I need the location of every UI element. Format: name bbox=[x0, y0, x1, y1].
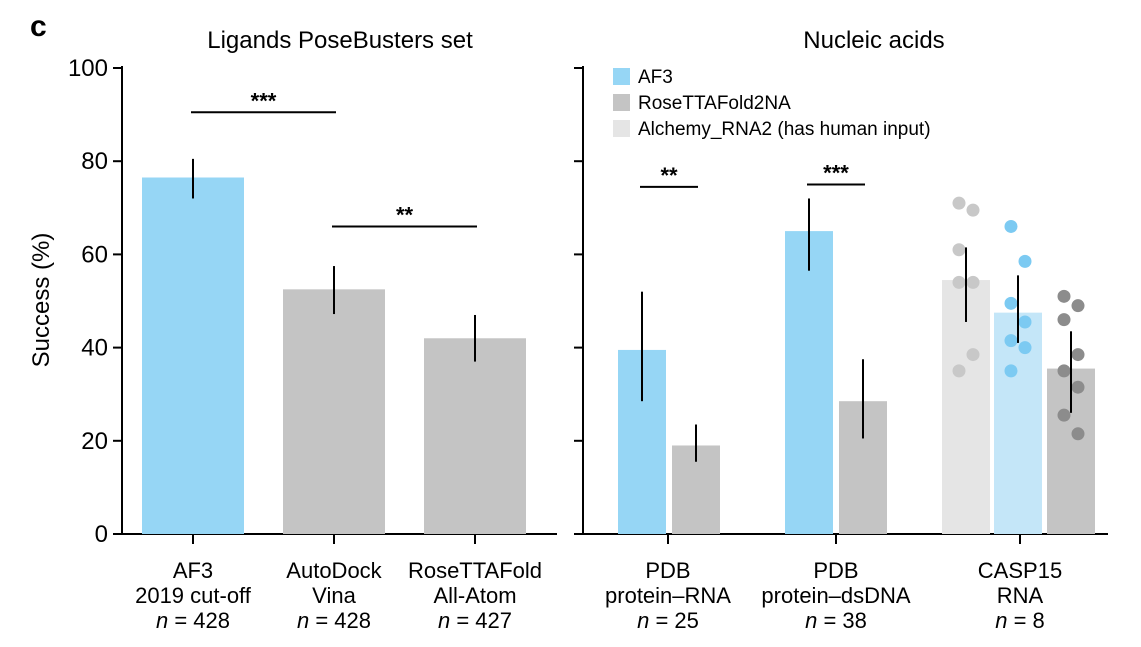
x-tick-label: RoseTTAFold bbox=[408, 558, 542, 583]
y-tick-label: 0 bbox=[95, 521, 108, 548]
x-tick-label: PDB bbox=[813, 558, 858, 583]
bar bbox=[785, 231, 833, 534]
x-tick-label: AF3 bbox=[173, 558, 213, 583]
x-tick-label: All-Atom bbox=[433, 583, 516, 608]
data-point bbox=[952, 243, 966, 257]
data-point bbox=[952, 364, 966, 378]
data-point bbox=[1004, 364, 1018, 378]
significance-label: ** bbox=[660, 163, 678, 188]
data-point bbox=[952, 196, 966, 210]
data-point bbox=[1004, 296, 1018, 310]
sample-size-label: n = 428 bbox=[297, 608, 371, 633]
sample-size-label: n = 8 bbox=[995, 608, 1045, 633]
significance-label: *** bbox=[823, 161, 849, 186]
legend-swatch bbox=[613, 120, 630, 137]
bar bbox=[424, 338, 526, 534]
legend-swatch bbox=[613, 68, 630, 85]
bar bbox=[994, 312, 1042, 534]
data-point bbox=[1071, 427, 1085, 441]
data-point bbox=[1057, 408, 1071, 422]
data-point bbox=[1057, 289, 1071, 303]
x-tick-label: PDB bbox=[645, 558, 690, 583]
sample-size-label: n = 25 bbox=[637, 608, 699, 633]
bar bbox=[942, 280, 990, 534]
x-tick-label: protein–dsDNA bbox=[761, 583, 911, 608]
y-tick-label: 80 bbox=[81, 148, 108, 175]
y-tick-label: 20 bbox=[81, 428, 108, 455]
data-point bbox=[1057, 364, 1071, 378]
y-tick-label: 40 bbox=[81, 335, 108, 362]
legend-swatch bbox=[613, 94, 630, 111]
significance-label: *** bbox=[251, 88, 277, 113]
x-tick-label: CASP15 bbox=[978, 558, 1062, 583]
data-point bbox=[1071, 299, 1085, 313]
data-point bbox=[1004, 219, 1018, 233]
sample-size-label: n = 427 bbox=[438, 608, 512, 633]
data-point bbox=[1018, 254, 1032, 268]
legend-label: RoseTTAFold2NA bbox=[638, 93, 791, 114]
bar bbox=[142, 177, 244, 534]
panel-label: c bbox=[30, 10, 47, 43]
sample-size-label: n = 428 bbox=[156, 608, 230, 633]
data-point bbox=[1004, 334, 1018, 348]
nucleic-chart-title: Nucleic acids bbox=[803, 27, 944, 54]
x-tick-label: 2019 cut-off bbox=[135, 583, 252, 608]
x-tick-label: AutoDock bbox=[286, 558, 382, 583]
data-point bbox=[952, 275, 966, 289]
y-axis-label: Success (%) bbox=[28, 233, 55, 368]
data-point bbox=[966, 275, 980, 289]
bar bbox=[283, 289, 385, 534]
legend-label: AF3 bbox=[638, 67, 673, 88]
y-tick-label: 100 bbox=[68, 55, 108, 82]
data-point bbox=[1018, 341, 1032, 355]
data-point bbox=[1071, 348, 1085, 362]
x-tick-label: Vina bbox=[312, 583, 356, 608]
data-point bbox=[966, 348, 980, 362]
data-point bbox=[966, 203, 980, 217]
ligands-chart-title: Ligands PoseBusters set bbox=[207, 27, 473, 54]
legend-label: Alchemy_RNA2 (has human input) bbox=[638, 119, 931, 140]
data-point bbox=[1057, 313, 1071, 327]
data-point bbox=[1018, 315, 1032, 329]
sample-size-label: n = 38 bbox=[805, 608, 867, 633]
significance-label: ** bbox=[396, 202, 414, 227]
x-tick-label: RNA bbox=[997, 583, 1044, 608]
x-tick-label: protein–RNA bbox=[605, 583, 731, 608]
y-tick-label: 60 bbox=[81, 241, 108, 268]
data-point bbox=[1071, 380, 1085, 394]
